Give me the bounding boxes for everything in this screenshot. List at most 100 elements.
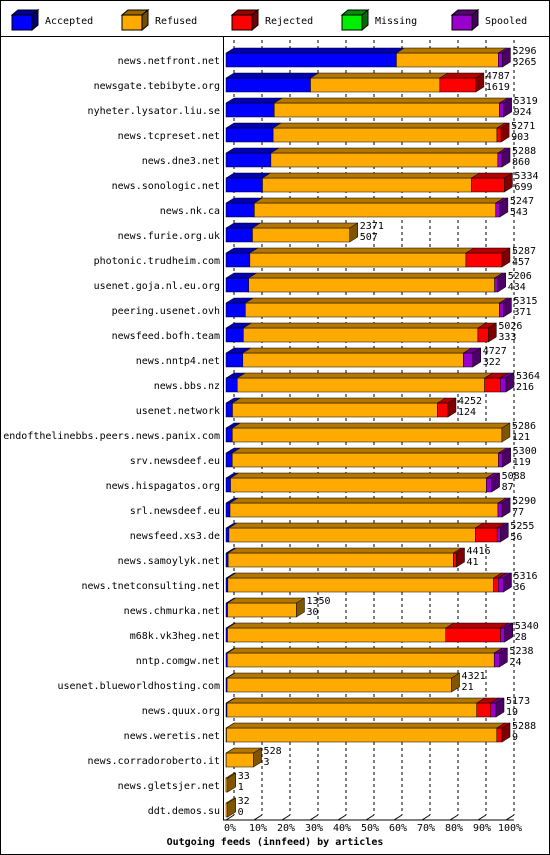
category-label: news.furie.org.uk xyxy=(118,231,220,242)
bar-top-face xyxy=(272,122,506,129)
bar-segment xyxy=(232,402,438,418)
total-label: 4727 xyxy=(483,346,507,357)
bar-segment xyxy=(225,777,228,793)
accepted-label: 924 xyxy=(514,107,532,118)
bar-top-face xyxy=(231,397,447,404)
accepted-label: 36 xyxy=(513,582,525,593)
accepted-label: 371 xyxy=(513,307,531,318)
bar-side-face xyxy=(501,422,511,443)
category-label: news.tcpreset.net xyxy=(118,131,220,142)
bar-segment xyxy=(231,452,499,468)
bar-segment xyxy=(439,77,477,93)
x-tick-label: 60% xyxy=(389,823,407,834)
bar-segment xyxy=(225,102,275,118)
bar-segment xyxy=(471,177,505,193)
accepted-label: 0 xyxy=(238,807,244,818)
tick-mark xyxy=(225,814,235,821)
category-label: srl.newsdeef.eu xyxy=(130,506,220,517)
bar-top-face xyxy=(247,272,504,279)
bar-segment xyxy=(252,227,351,243)
bar-top-face xyxy=(395,47,508,54)
accepted-label: 24 xyxy=(509,657,521,668)
bar-top-face xyxy=(231,447,508,454)
bar-segment xyxy=(237,377,485,393)
bar-side-face xyxy=(505,372,515,393)
total-label: 5286 xyxy=(512,421,536,432)
bar-segment xyxy=(225,127,274,143)
bar-top-face xyxy=(226,597,306,604)
bar-top-face xyxy=(225,147,280,154)
legend-swatch xyxy=(231,14,253,31)
accepted-label: 1619 xyxy=(486,82,510,93)
bar-top-face xyxy=(225,72,320,79)
bar-top-face xyxy=(225,47,406,54)
bar-segment xyxy=(493,577,499,593)
accepted-label: 3 xyxy=(264,757,270,768)
bar-segment xyxy=(463,352,473,368)
bar-side-face xyxy=(451,672,460,693)
bar-segment xyxy=(225,77,311,93)
category-label: newsfeed.bofh.team xyxy=(112,331,220,342)
x-tick-label: 90% xyxy=(473,823,491,834)
bar-segment xyxy=(272,127,498,143)
bar-top-face xyxy=(225,122,283,129)
category-label: usenet.blueworldhosting.com xyxy=(57,681,220,692)
accepted-label: 699 xyxy=(514,182,532,193)
bar-segment xyxy=(225,377,238,393)
category-label: news.hispagatos.org xyxy=(106,481,220,492)
bar-segment xyxy=(225,302,246,318)
bar-segment xyxy=(242,352,464,368)
x-tick-label: 10% xyxy=(249,823,267,834)
bar-side-face xyxy=(503,297,512,318)
category-label: news.corradoroberto.it xyxy=(88,756,220,767)
bar-top-face xyxy=(225,97,284,104)
x-tick-label: 0% xyxy=(224,823,236,834)
total-label: 5300 xyxy=(513,446,537,457)
bar-segment xyxy=(243,327,479,343)
bar-side-face xyxy=(504,172,513,193)
bar-top-face xyxy=(236,372,494,379)
x-tick-label: 20% xyxy=(277,823,295,834)
bar-segment xyxy=(225,502,231,518)
bar-segment xyxy=(465,252,503,268)
tick-mark xyxy=(477,814,487,821)
bar-segment xyxy=(225,577,229,593)
total-label: 5206 xyxy=(508,271,532,282)
bar-top-face xyxy=(270,147,507,154)
accepted-label: 121 xyxy=(512,432,530,443)
accepted-label: 77 xyxy=(512,507,524,518)
category-label: news.bbs.nz xyxy=(154,381,220,392)
total-label: 5255 xyxy=(510,521,534,532)
total-label: 1350 xyxy=(306,596,330,607)
total-label: 4321 xyxy=(462,671,486,682)
total-label: 33 xyxy=(238,771,250,782)
bar-side-face xyxy=(253,747,262,768)
accepted-label: 507 xyxy=(360,232,378,243)
total-label: 5288 xyxy=(512,146,536,157)
bar-side-face xyxy=(349,222,359,243)
legend-label: Spooled xyxy=(485,16,527,27)
x-axis-label: Outgoing feeds (innfeed) by articles xyxy=(167,836,384,848)
total-label: 5238 xyxy=(509,646,533,657)
category-label: srv.newsdeef.eu xyxy=(130,456,220,467)
bar-segment xyxy=(497,152,503,168)
bar-side-face xyxy=(501,722,511,743)
category-label: news.netfront.net xyxy=(118,56,220,67)
total-label: 5315 xyxy=(513,296,537,307)
bar-segment xyxy=(225,202,255,218)
accepted-label: 28 xyxy=(515,632,527,643)
category-label: news.samoylyk.net xyxy=(118,556,220,567)
bar-segment xyxy=(232,427,503,443)
bar-side-face xyxy=(500,522,509,543)
total-label: 5247 xyxy=(510,196,534,207)
bar-top-face xyxy=(244,297,509,304)
total-label: 2371 xyxy=(360,221,384,232)
legend-swatch xyxy=(451,14,473,31)
legend-swatch-side xyxy=(251,8,259,32)
accepted-label: 87 xyxy=(502,482,514,493)
category-label: photonic.trudheim.com xyxy=(94,256,220,267)
bar-segment xyxy=(497,502,503,518)
bar-side-face xyxy=(456,547,465,568)
total-label: 4252 xyxy=(458,396,482,407)
bar-segment xyxy=(225,252,251,268)
